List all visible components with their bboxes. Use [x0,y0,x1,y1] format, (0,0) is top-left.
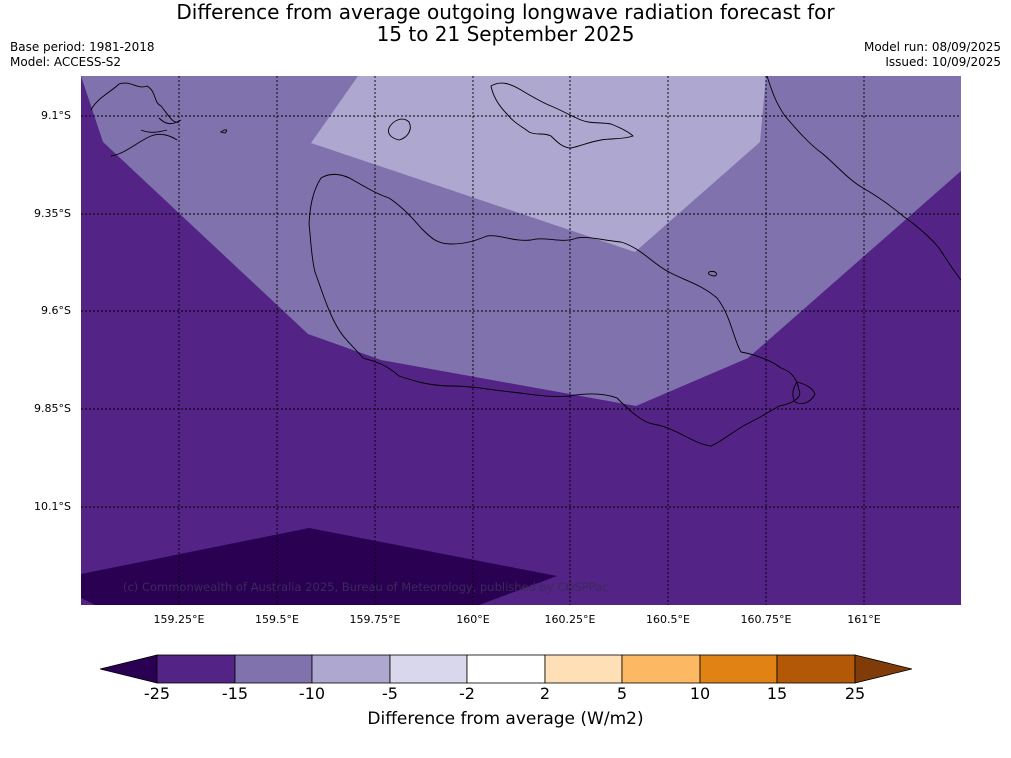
meta-right: Model run: 08/09/2025 Issued: 10/09/2025 [864,40,1001,70]
island-north-small-1 [388,118,411,141]
island-northwest-bay [110,133,178,157]
title-line-1: Difference from average outgoing longwav… [176,0,835,24]
lat-label-9-35: 9.35°S [34,207,71,220]
map-panel [81,76,961,605]
colorbar-bin-6 [544,654,623,684]
lon-label-160-75: 160.75°E [740,613,792,626]
lat-label-10-1: 10.1°S [34,500,71,513]
issued-date: Issued: 10/09/2025 [885,55,1001,69]
lon-label-161: 161°E [847,613,881,626]
colorbar-bin-3 [311,654,391,684]
lon-label-160-5: 160.5°E [646,613,690,626]
colorbar [100,654,912,684]
lat-label-9-85: 9.85°S [34,402,71,415]
island-small-east [708,271,718,277]
colorbar-tick-minus-15: -15 [221,684,249,703]
colorbar-bin-1 [156,654,236,684]
lon-label-159-5: 159.5°E [255,613,299,626]
lon-label-159-75: 159.75°E [349,613,401,626]
colorbar-bin-8 [699,654,778,684]
colorbar-bin-7 [621,654,701,684]
lat-label-9-1: 9.1°S [41,109,71,122]
graticule [81,76,961,605]
island-southeast-tip [792,381,816,405]
colorbar-label: Difference from average (W/m2) [367,709,644,729]
anomaly-region-minus-5 [311,76,766,252]
island-guadalcanal-coast [308,173,801,447]
colorbar-tick-25: 25 [844,684,866,703]
coastlines [90,76,961,447]
colorbar-bin-4 [389,654,468,684]
colorbar-extend-low [100,654,158,684]
colorbar-tick-minus-5: -5 [382,684,398,703]
colorbar-tick-10: 10 [689,684,711,703]
chart-title: Difference from average outgoing longwav… [0,1,1011,45]
lat-label-9-6: 9.6°S [41,304,71,317]
colorbar-tick-2: 2 [539,684,551,703]
colorbar-tick-15: 15 [766,684,788,703]
island-north-small-2 [219,129,228,134]
colorbar-tick-minus-2: -2 [459,684,475,703]
anomaly-region-minus-25 [81,528,557,605]
copyright-notice: (c) Commonwealth of Australia 2025, Bure… [123,580,609,594]
colorbar-tick-minus-10: -10 [298,684,326,703]
colorbar-extend-high [854,654,912,684]
lon-label-160: 160°E [456,613,490,626]
meta-left: Base period: 1981-2018 Model: ACCESS-S2 [10,40,155,70]
model-name: Model: ACCESS-S2 [10,55,122,69]
island-florida-group [490,82,634,149]
colorbar-bin-2 [234,654,313,684]
model-run: Model run: 08/09/2025 [863,40,1001,54]
title-line-2: 15 to 21 September 2025 [376,22,635,46]
lon-label-160-25: 160.25°E [544,613,596,626]
colorbar-tick-5: 5 [616,684,628,703]
colorbar-bin-5 [466,654,546,684]
colorbar-bin-9 [776,654,856,684]
lon-label-159-25: 159.25°E [153,613,205,626]
colorbar-tick-minus-25: -25 [143,684,171,703]
base-period: Base period: 1981-2018 [10,40,155,54]
